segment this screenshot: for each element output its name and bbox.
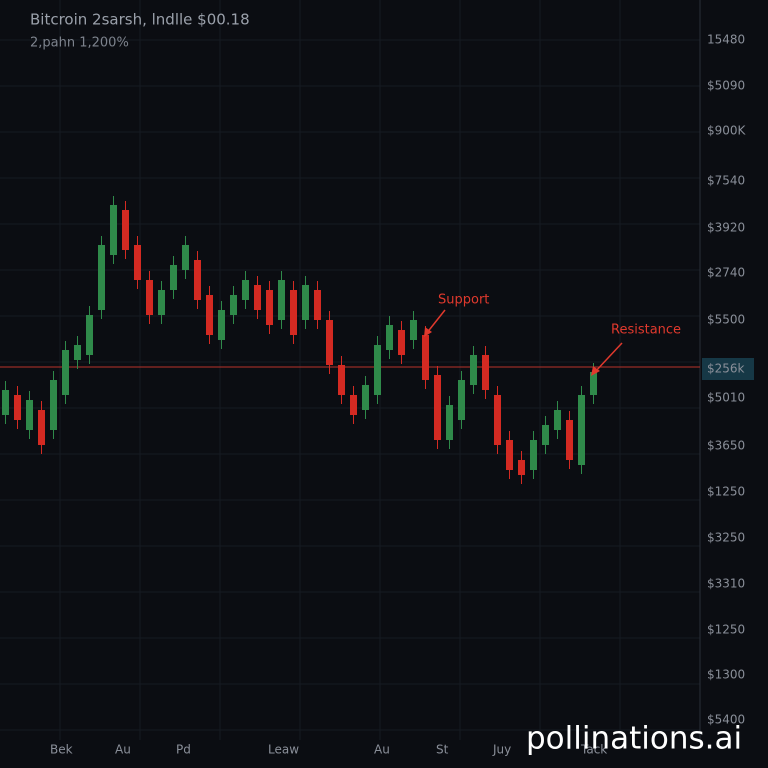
- time-label: Tack: [580, 743, 607, 757]
- current-price-box: [702, 358, 754, 380]
- time-label: Au: [374, 743, 390, 757]
- chart-subtitle: 2,pahn 1,200%: [30, 36, 129, 51]
- price-label: $900K: [707, 124, 747, 138]
- price-label: $3310: [707, 577, 745, 591]
- annotation-label: Resistance: [611, 323, 681, 338]
- price-label: $5010: [707, 391, 745, 405]
- price-label: $7540: [707, 174, 745, 188]
- price-label: $3250: [707, 531, 745, 545]
- arrow-head: [591, 366, 600, 376]
- price-label: $5090: [707, 79, 745, 93]
- price-label: $1250: [707, 485, 745, 499]
- price-label: $3920: [707, 221, 745, 235]
- price-axis: 15480 $5090 $900K $7540 $3920 $2740 $5500 $256k…: [702, 33, 754, 727]
- time-label: Leaw: [268, 743, 299, 757]
- time-axis: Bek Au Pd Leaw Au St Juy Tack: [50, 743, 607, 757]
- price-label: $5400: [707, 713, 745, 727]
- time-label: Au: [115, 743, 131, 757]
- watermark: pollinations.ai: [526, 721, 742, 757]
- support-annotation: Support: [424, 293, 489, 337]
- candles: [2, 196, 597, 484]
- price-label: $256k: [707, 362, 745, 376]
- price-label: $2740: [707, 266, 745, 280]
- time-label: Bek: [50, 743, 73, 757]
- price-label: $5500: [707, 313, 745, 327]
- resistance-annotation: Resistance: [591, 323, 681, 376]
- grid: [0, 0, 700, 740]
- time-label: St: [436, 743, 449, 757]
- price-label: $1250: [707, 623, 745, 637]
- price-label: 15480: [707, 33, 745, 47]
- arrow-head: [424, 327, 432, 337]
- price-label: $1300: [707, 668, 745, 682]
- chart-title: Bitcroin 2sarsh, lndlle $00.18: [30, 11, 250, 29]
- annotation-label: Support: [438, 293, 489, 308]
- price-label: $3650: [707, 439, 745, 453]
- arrow: [593, 342, 623, 374]
- time-label: Juy: [492, 743, 511, 757]
- time-label: Pd: [176, 743, 191, 757]
